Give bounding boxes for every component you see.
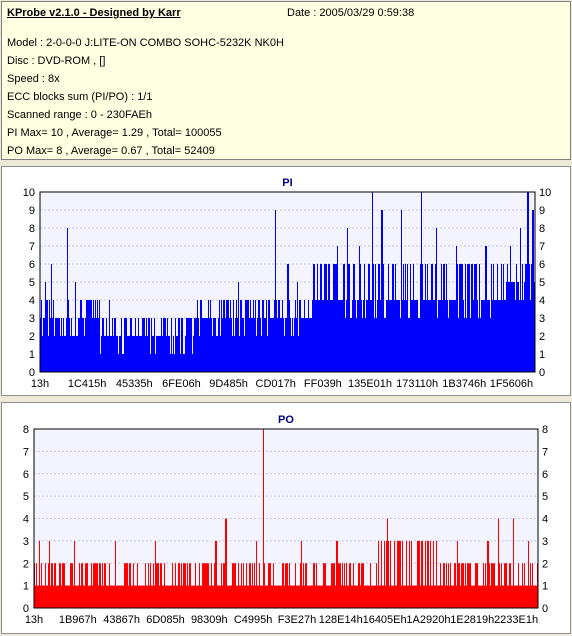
pi-ytick-left: 9 <box>29 205 35 217</box>
pi-ytick-right: 1 <box>539 349 545 361</box>
pi-ytick-left: 7 <box>29 241 35 253</box>
pi-ytick-left: 1 <box>29 349 35 361</box>
pi-ytick-right: 6 <box>539 259 545 271</box>
po-ytick-right: 0 <box>542 603 548 615</box>
pi-ytick-left: 10 <box>23 187 35 199</box>
pi-chart-panel: 0 0 1 1 2 2 3 3 4 4 5 5 6 6 7 7 8 8 9 9 10 10 13h 1C415h 45335h 6… <box>1 166 571 396</box>
po-ytick-left: 8 <box>23 424 29 436</box>
pi-ytick-left: 5 <box>29 277 35 289</box>
pi-xtick: 173110h <box>396 378 438 390</box>
po-chart: 0 0 1 1 2 2 3 3 4 4 5 5 6 6 7 7 8 8 13h 1B967h 43867h 6D085h 9… <box>23 414 548 626</box>
range-line: Scanned range : 0 - 230FAEh <box>7 109 152 121</box>
pi-ytick-left: 8 <box>29 223 35 235</box>
pi-xtick: 45335h <box>116 378 153 390</box>
po-ytick-right: 1 <box>542 581 548 593</box>
po-xtick: C4995h <box>234 614 273 626</box>
pi-xtick: 1F5606h <box>490 378 533 390</box>
pi-ytick-left: 2 <box>29 331 35 343</box>
po-xtick: 13h <box>25 614 43 626</box>
pi-ytick-right: 5 <box>539 277 545 289</box>
pi-ytick-left: 4 <box>29 295 35 307</box>
po-ytick-left: 3 <box>23 536 29 548</box>
po-chart-panel: 0 0 1 1 2 2 3 3 4 4 5 5 6 6 7 7 8 8 13h 1B967h 43867h 6D085h 9… <box>1 402 571 634</box>
po-ytick-left: 4 <box>23 514 29 526</box>
pi-ytick-right: 0 <box>539 367 545 379</box>
pi-plot-border <box>39 191 536 373</box>
pi-xtick: CD017h <box>256 378 296 390</box>
pi-ytick-right: 4 <box>539 295 545 307</box>
po-ytick-right: 6 <box>542 469 548 481</box>
pi-ytick-left: 0 <box>29 367 35 379</box>
model-line: Model : 2-0-0-0 J:LITE-ON COMBO SOHC-523… <box>7 37 284 49</box>
pi-xtick: 6FE06h <box>162 378 201 390</box>
po-xtick: 1A2920h <box>406 614 450 626</box>
po-ytick-right: 2 <box>542 558 548 570</box>
pi-xtick: 1B3746h <box>442 378 486 390</box>
pi-ytick-right: 7 <box>539 241 545 253</box>
po-ytick-right: 3 <box>542 536 548 548</box>
scan-date: Date : 2005/03/29 0:59:38 <box>287 7 415 19</box>
po-plot-border <box>33 428 539 609</box>
po-xtick: 2233E1h <box>494 614 538 626</box>
po-ytick-left: 2 <box>23 558 29 570</box>
pi-ytick-left: 6 <box>29 259 35 271</box>
po-ytick-left: 5 <box>23 491 29 503</box>
info-panel: KProbe v2.1.0 - Designed by Karr Date : … <box>1 1 571 160</box>
speed-line: Speed : 8x <box>7 73 60 85</box>
pi-ytick-right: 10 <box>539 187 551 199</box>
po-summary-line: PO Max= 8 , Average= 0.67 , Total= 52409 <box>7 145 215 157</box>
pi-ytick-right: 3 <box>539 313 545 325</box>
pi-summary-line: PI Max= 10 , Average= 1.29 , Total= 1000… <box>7 127 222 139</box>
pi-xtick: 135E01h <box>348 378 392 390</box>
po-title: PO <box>278 414 294 426</box>
po-ytick-left: 1 <box>23 581 29 593</box>
pi-ytick-right: 8 <box>539 223 545 235</box>
ecc-line: ECC blocks sum (PI/PO) : 1/1 <box>7 91 153 103</box>
po-ytick-left: 7 <box>23 446 29 458</box>
app-title: KProbe v2.1.0 - Designed by Karr <box>7 7 181 19</box>
po-xtick: 98309h <box>191 614 228 626</box>
pi-xtick: FF039h <box>304 378 342 390</box>
disc-line: Disc : DVD-ROM , [] <box>7 55 106 67</box>
po-xtick: 1E2819h <box>450 614 494 626</box>
po-xtick: 128E14h <box>319 614 363 626</box>
pi-ytick-right: 9 <box>539 205 545 217</box>
po-ytick-right: 7 <box>542 446 548 458</box>
pi-xtick: 9D485h <box>209 378 248 390</box>
pi-ytick-right: 2 <box>539 331 545 343</box>
pi-xtick: 1C415h <box>68 378 107 390</box>
po-ytick-left: 0 <box>23 603 29 615</box>
pi-ytick-left: 3 <box>29 313 35 325</box>
po-xtick: 43867h <box>103 614 140 626</box>
pi-xtick: 13h <box>31 378 49 390</box>
po-ytick-left: 6 <box>23 469 29 481</box>
pi-chart: 0 0 1 1 2 2 3 3 4 4 5 5 6 6 7 7 8 8 9 9 10 10 13h 1C415h 45335h 6… <box>23 177 552 390</box>
po-xtick: 16405Eh <box>363 614 407 626</box>
pi-title: PI <box>282 177 292 189</box>
po-ytick-right: 4 <box>542 514 548 526</box>
po-xtick: 1B967h <box>59 614 97 626</box>
po-xtick: F3E27h <box>278 614 317 626</box>
po-xtick: 6D085h <box>146 614 185 626</box>
po-ytick-right: 8 <box>542 424 548 436</box>
po-ytick-right: 5 <box>542 491 548 503</box>
